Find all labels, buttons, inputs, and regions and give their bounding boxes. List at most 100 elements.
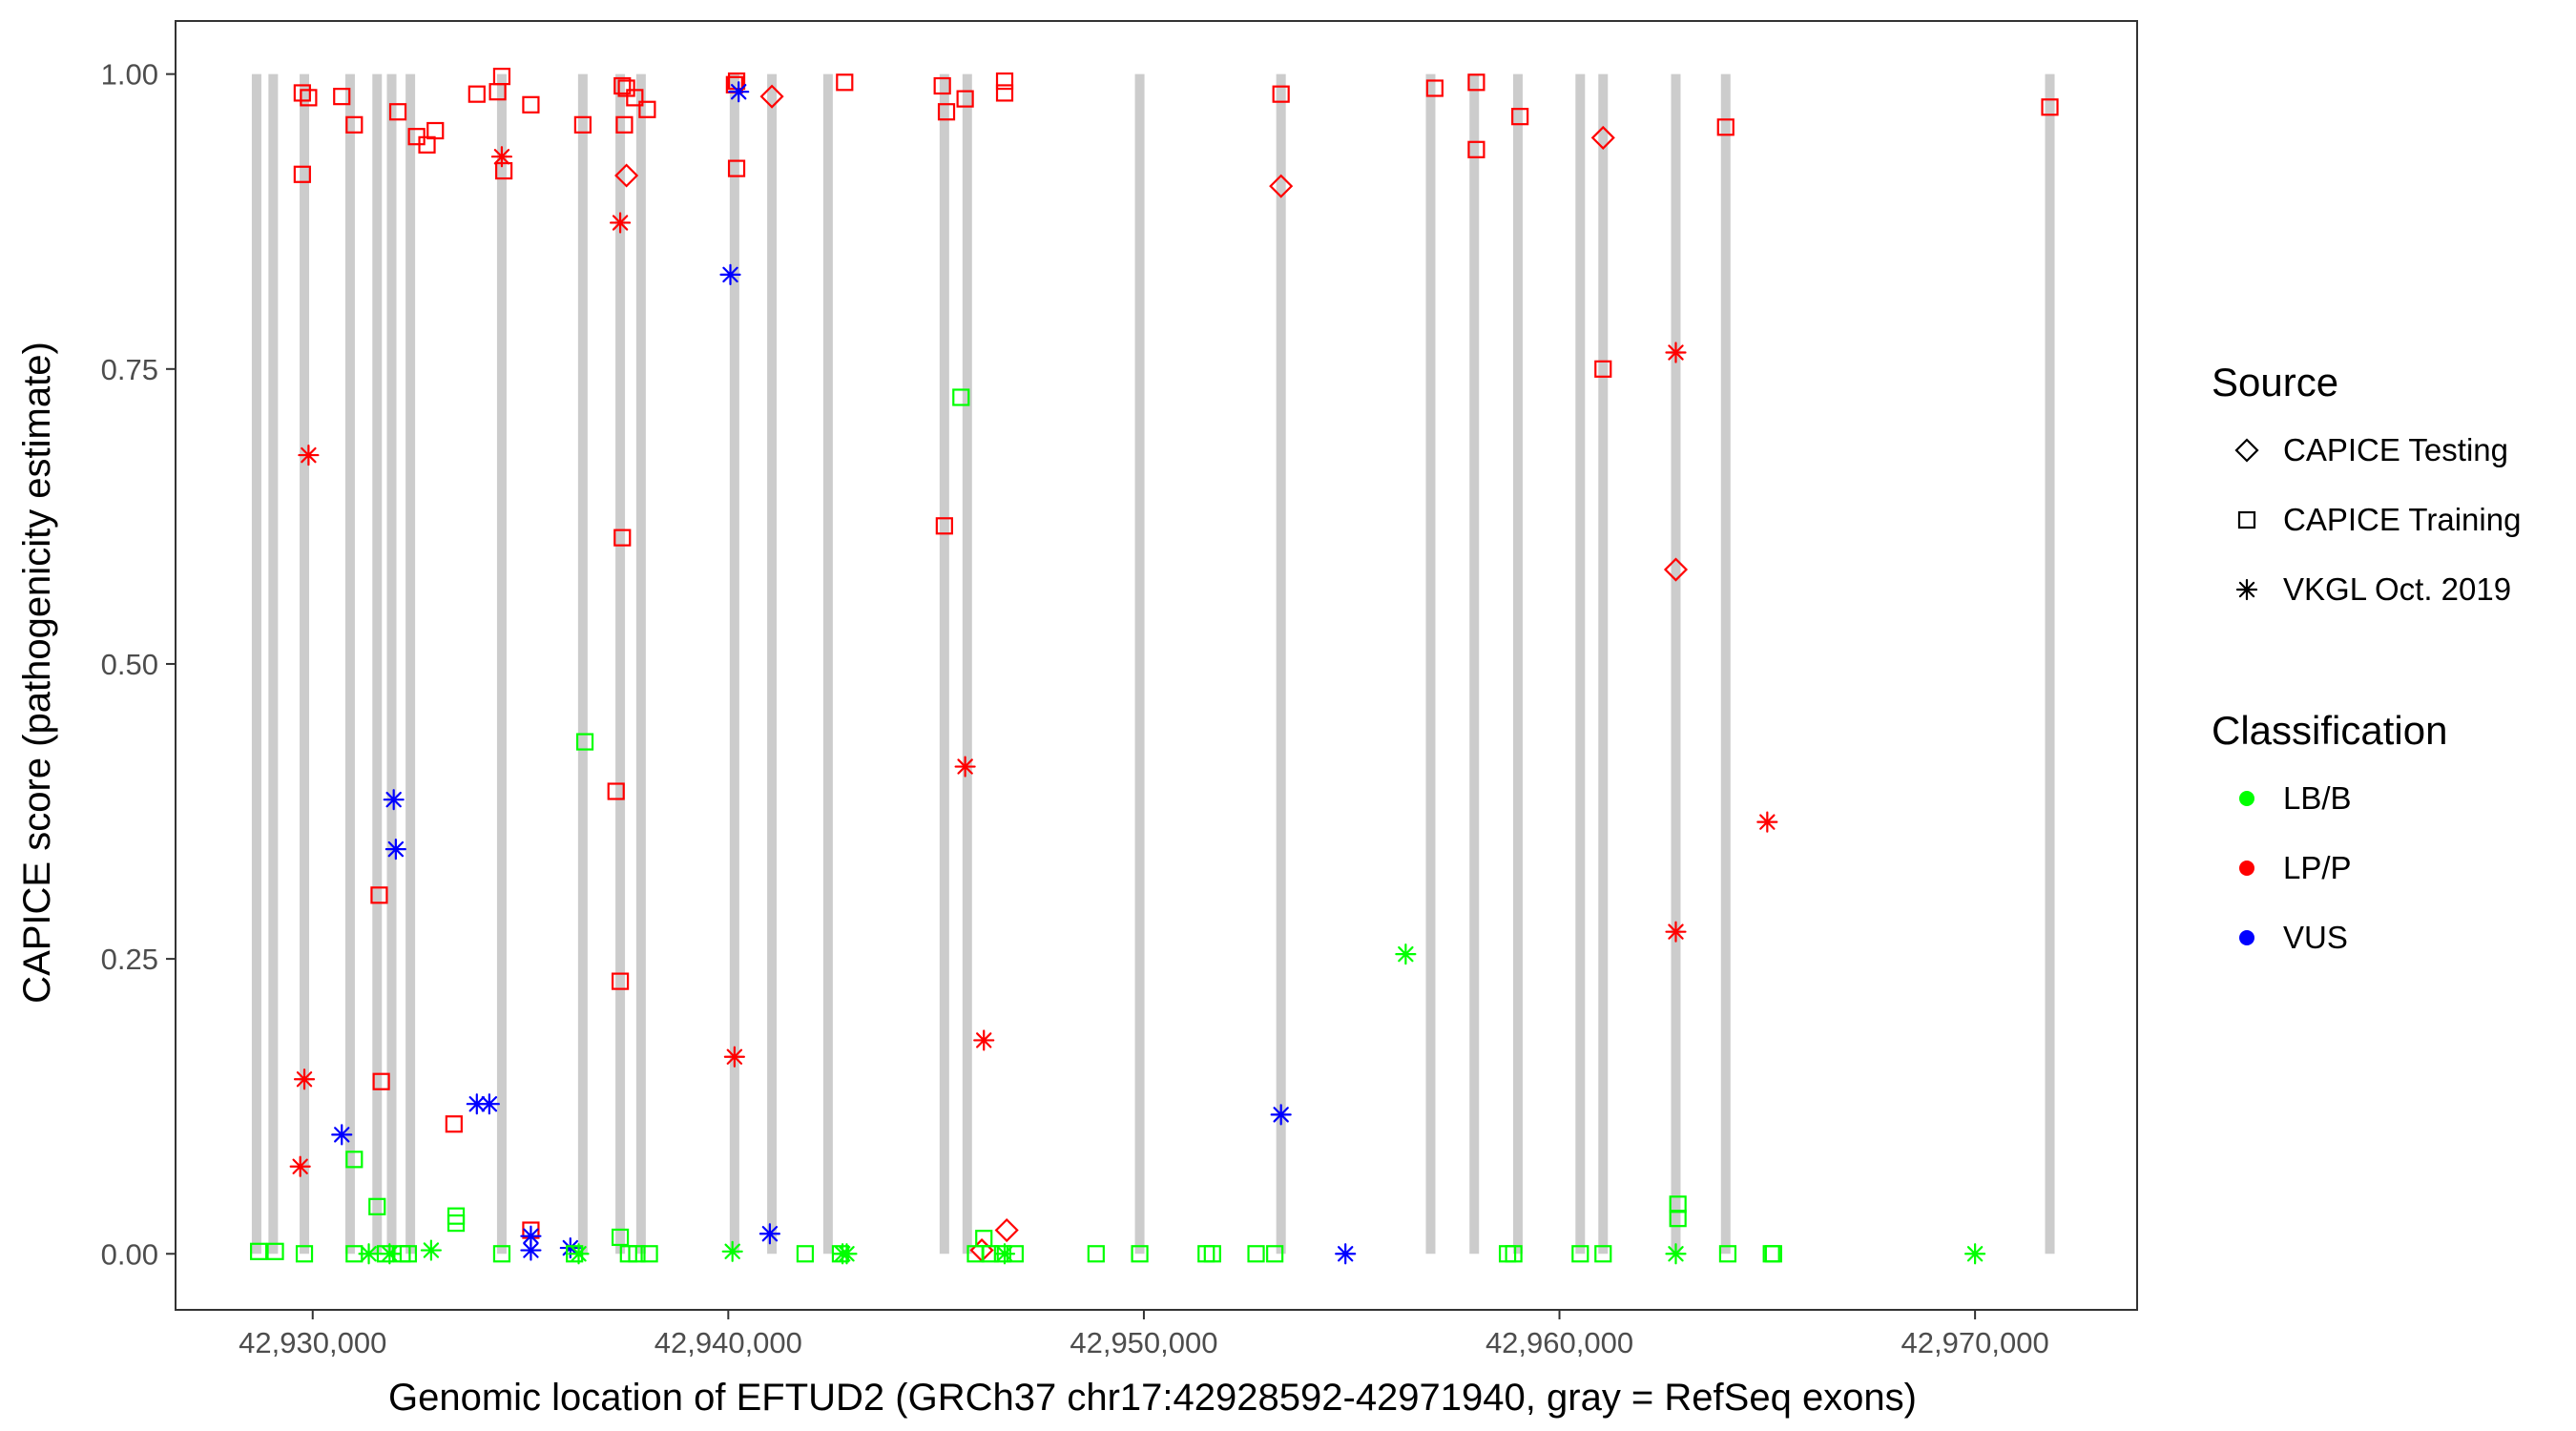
point-vkgl-oct-2019-lbb: [1665, 1243, 1687, 1265]
point-vkgl-oct-2019-lpp: [973, 1029, 995, 1051]
exon-bar: [615, 73, 626, 1255]
y-tick-label: 0.50: [101, 648, 158, 681]
legend-source-keys: [2234, 438, 2259, 601]
point-capice-training-lbb: [1203, 1245, 1221, 1263]
y-tick-label: 1.00: [101, 58, 158, 92]
legend-classification-title: Classification: [2212, 708, 2447, 753]
point-capice-training-lpp: [467, 85, 486, 103]
point-capice-training-lbb: [399, 1245, 418, 1263]
point-capice-training-lbb: [1718, 1245, 1737, 1263]
legend-key-dot: [2239, 861, 2254, 876]
exon-bar: [344, 73, 355, 1255]
point-capice-training-lbb: [266, 1242, 284, 1260]
point-capice-training-lbb: [796, 1245, 815, 1263]
point-capice-testing-lpp: [994, 1217, 1019, 1243]
point-vkgl-oct-2019-lpp: [1665, 921, 1687, 943]
point-capice-training-lbb: [640, 1245, 658, 1263]
x-axis: 42,930,000 42,940,000 42,950,000 42,960,000…: [239, 1310, 2049, 1359]
point-capice-training-lpp: [1467, 73, 1485, 92]
exon-bar: [372, 73, 383, 1255]
exon-bar: [577, 73, 588, 1255]
point-capice-training-lpp: [933, 76, 951, 95]
point-capice-training-lpp: [495, 161, 513, 180]
point-vkgl-oct-2019-lbb: [568, 1243, 590, 1265]
y-tick-label: 0.00: [101, 1237, 158, 1271]
point-capice-testing-lpp: [1663, 557, 1689, 582]
point-capice-training-lpp: [836, 73, 854, 92]
legend-class-item-lpp: LP/P: [2283, 850, 2352, 885]
exon-bar: [496, 73, 507, 1255]
point-capice-training-lpp: [1594, 360, 1612, 378]
point-vkgl-oct-2019-vus: [383, 789, 405, 811]
point-vkgl-oct-2019-lbb: [1395, 944, 1417, 965]
exon-bar: [1671, 73, 1681, 1255]
point-capice-training-lpp: [388, 103, 407, 121]
point-capice-training-lpp: [727, 159, 746, 177]
point-capice-training-lpp: [937, 103, 956, 121]
point-capice-training-lpp: [1272, 85, 1290, 103]
x-tick-label: 42,950,000: [1070, 1326, 1217, 1359]
point-capice-training-lpp: [293, 84, 311, 102]
exon-bar: [962, 73, 972, 1255]
exon-bar: [1512, 73, 1523, 1255]
legend-key-dot: [2239, 791, 2254, 806]
point-vkgl-oct-2019-lbb: [836, 1243, 858, 1265]
point-vkgl-oct-2019-lpp: [490, 146, 513, 168]
legend-key-dot: [2239, 930, 2254, 945]
legend-source-item-testing: CAPICE Testing: [2283, 432, 2508, 467]
point-capice-training-lbb: [1131, 1245, 1149, 1263]
point-capice-training-lpp: [426, 121, 445, 140]
y-axis-title: CAPICE score (pathogenicity estimate): [16, 342, 58, 1004]
point-capice-training-lpp: [573, 115, 592, 134]
point-capice-training-lpp: [372, 1072, 390, 1090]
point-vkgl-oct-2019-vus: [331, 1124, 353, 1146]
exon-bar: [405, 73, 416, 1255]
data-points: [250, 68, 2059, 1265]
point-capice-training-lbb: [1571, 1245, 1589, 1263]
point-vkgl-oct-2019-vus: [478, 1093, 500, 1115]
point-capice-training-lpp: [995, 72, 1014, 91]
point-vkgl-oct-2019-lpp: [293, 1068, 316, 1090]
point-vkgl-oct-2019-vus: [520, 1239, 542, 1261]
point-capice-training-lpp: [300, 89, 318, 107]
exon-bar: [386, 73, 397, 1255]
point-vkgl-oct-2019-lpp: [723, 1046, 745, 1068]
point-capice-training-lbb: [611, 1228, 630, 1247]
point-capice-training-lpp: [611, 972, 630, 990]
point-vkgl-oct-2019-lbb: [1964, 1243, 1986, 1265]
point-vkgl-oct-2019-lbb: [993, 1243, 1016, 1265]
point-vkgl-oct-2019-vus: [719, 263, 741, 285]
x-tick-label: 42,970,000: [1901, 1326, 2049, 1359]
point-capice-training-lpp: [995, 84, 1014, 102]
x-tick-label: 42,940,000: [654, 1326, 802, 1359]
point-capice-training-lbb: [492, 1245, 511, 1263]
point-capice-training-lbb: [447, 1214, 466, 1233]
point-capice-training-lbb: [575, 733, 594, 751]
exon-bar: [822, 73, 833, 1255]
point-capice-training-lpp: [615, 115, 634, 134]
exon-bar: [1720, 73, 1731, 1255]
y-tick-label: 0.75: [101, 353, 158, 386]
point-capice-training-lpp: [345, 115, 364, 134]
exon-bar: [251, 73, 261, 1255]
point-capice-training-lbb: [1764, 1245, 1782, 1263]
point-capice-testing-lpp: [614, 163, 639, 188]
point-vkgl-oct-2019-vus: [384, 839, 406, 861]
point-capice-training-lbb: [1087, 1245, 1105, 1263]
exon-bar: [268, 73, 279, 1255]
exon-bar: [1425, 73, 1436, 1255]
point-capice-training-lpp: [626, 89, 644, 107]
exon-bar: [635, 73, 646, 1255]
point-capice-training-lpp: [1716, 118, 1735, 136]
point-vkgl-oct-2019-vus: [559, 1236, 581, 1259]
legend-source-item-vkgl: VKGL Oct. 2019: [2283, 571, 2511, 607]
point-vkgl-oct-2019-lbb: [420, 1239, 442, 1261]
legend-key-diamond: [2234, 438, 2259, 463]
point-vkgl-oct-2019-lpp: [954, 756, 976, 778]
y-tick-label: 0.25: [101, 943, 158, 976]
point-capice-training-lpp: [2041, 98, 2059, 116]
point-capice-training-lbb: [628, 1245, 646, 1263]
point-capice-training-lbb: [295, 1245, 314, 1263]
point-capice-training-lpp: [607, 782, 625, 800]
